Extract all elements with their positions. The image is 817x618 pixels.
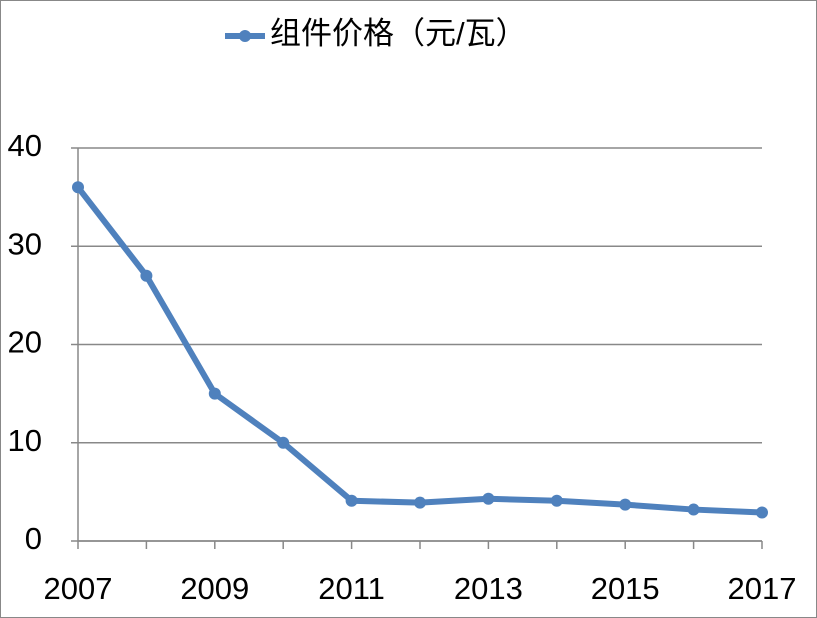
data-point <box>277 436 290 449</box>
x-tick-label: 2017 <box>728 571 797 606</box>
data-point <box>756 506 768 519</box>
x-tick-label: 2011 <box>318 571 385 606</box>
data-point <box>619 498 632 511</box>
data-point <box>414 496 426 509</box>
data-point <box>140 269 153 282</box>
x-tick-label: 2013 <box>454 571 523 606</box>
data-point <box>72 181 84 194</box>
legend-label: 组件价格（元/瓦） <box>270 16 527 51</box>
y-tick-label: 30 <box>8 226 42 261</box>
data-point <box>345 494 358 507</box>
y-tick-label: 20 <box>8 325 42 360</box>
y-tick-label: 0 <box>25 521 42 556</box>
legend-marker <box>239 30 251 42</box>
y-tick-label: 10 <box>8 423 42 458</box>
x-tick-label: 2015 <box>591 571 660 606</box>
data-point <box>482 492 495 505</box>
x-tick-label: 2007 <box>44 571 113 606</box>
data-point <box>208 387 221 400</box>
data-point <box>550 494 563 507</box>
y-tick-label: 40 <box>8 128 42 163</box>
data-point <box>687 503 700 516</box>
x-tick-label: 2009 <box>180 571 249 606</box>
